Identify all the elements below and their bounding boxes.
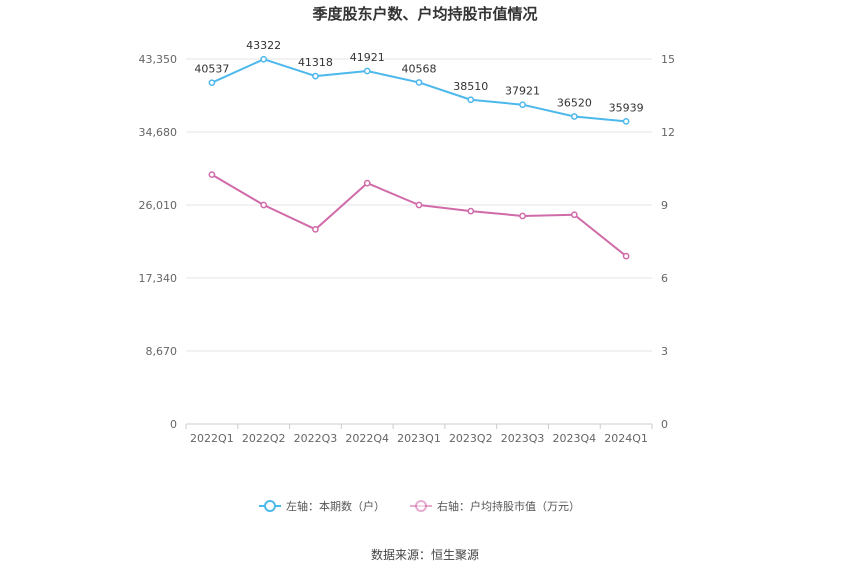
- chart-title: 季度股东户数、户均持股市值情况: [312, 5, 537, 23]
- x-axis-label: 2022Q2: [242, 432, 286, 445]
- axis-layer: 0 0 8,670 3 17,340 6 26,010 9 34,680 12 43,350 15 20…: [139, 53, 676, 445]
- data-point: [208, 79, 216, 87]
- left-axis-tick: 26,010: [139, 199, 178, 212]
- data-point: [312, 225, 319, 233]
- data-point: [622, 252, 630, 260]
- x-axis-label: 2023Q4: [553, 432, 597, 445]
- left-axis-tick: 8,670: [146, 345, 178, 358]
- data-point: [519, 101, 526, 109]
- series-layer: [208, 55, 630, 260]
- x-axis-label: 2023Q3: [501, 432, 545, 445]
- right-axis-tick: 0: [661, 418, 668, 431]
- legend-marker-2: [415, 500, 427, 512]
- data-point: [415, 201, 423, 209]
- data-label: 40568: [402, 62, 437, 75]
- data-point: [363, 179, 371, 187]
- data-label: 36520: [557, 97, 592, 110]
- data-point: [260, 201, 268, 209]
- left-axis-tick: 17,340: [139, 272, 178, 285]
- legend-marker-1: [264, 500, 276, 512]
- series-line-2: [211, 173, 627, 257]
- data-point: [467, 207, 475, 215]
- right-axis-tick: 15: [661, 53, 675, 66]
- label-layer: 40537 43322 41318 41921 40568 38510 37921 36520…: [194, 39, 643, 114]
- data-point: [260, 55, 268, 63]
- left-axis-tick: 0: [170, 418, 177, 431]
- legend-label-1: 左轴：本期数（户）: [286, 499, 385, 513]
- data-point: [415, 79, 423, 86]
- data-point: [363, 67, 371, 75]
- left-axis-tick: 43,350: [139, 53, 178, 66]
- data-point: [570, 211, 578, 219]
- x-axis-label: 2022Q4: [345, 432, 389, 445]
- data-label: 40537: [194, 63, 229, 76]
- legend: 左轴：本期数（户） 右轴：户均持股市值（万元）: [259, 499, 580, 513]
- data-label: 41921: [350, 51, 385, 64]
- data-point: [570, 113, 578, 120]
- legend-label-2: 右轴：户均持股市值（万元）: [437, 499, 580, 513]
- x-axis-label: 2022Q1: [190, 432, 234, 445]
- data-source: 数据来源：恒生聚源: [371, 547, 479, 562]
- right-axis-tick: 3: [661, 345, 668, 358]
- data-label: 37921: [505, 85, 540, 98]
- data-label: 38510: [453, 80, 488, 93]
- right-axis-tick: 6: [661, 272, 668, 285]
- right-axis-tick: 9: [661, 199, 668, 212]
- x-axis-label: 2023Q2: [449, 432, 493, 445]
- x-axis-label: 2024Q1: [604, 432, 648, 445]
- data-point: [312, 72, 319, 80]
- data-label: 35939: [609, 101, 644, 114]
- left-axis-tick: 34,680: [139, 126, 178, 139]
- data-point: [622, 118, 630, 125]
- right-axis-tick: 12: [661, 126, 675, 139]
- x-axis-label: 2022Q3: [294, 432, 338, 445]
- data-point: [519, 212, 526, 220]
- grid-layer: [186, 58, 652, 425]
- data-label: 41318: [298, 56, 333, 69]
- data-point: [467, 96, 475, 104]
- data-label: 43322: [246, 39, 281, 52]
- x-axis-label: 2023Q1: [397, 432, 441, 445]
- data-point: [208, 171, 216, 178]
